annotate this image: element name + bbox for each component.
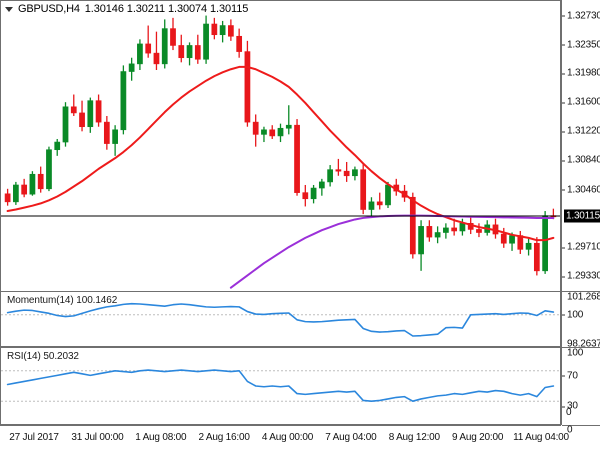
price-tick: 1.29330 xyxy=(562,271,600,282)
rsi-label: RSI(14) 50.2032 xyxy=(7,351,79,362)
time-tick: 9 Aug 20:00 xyxy=(452,432,504,443)
candlestick-svg xyxy=(1,15,560,289)
tick-dash xyxy=(562,189,565,191)
axis-separator xyxy=(562,347,600,348)
rsi-tick: 70 xyxy=(562,370,578,381)
time-tick: 4 Aug 00:00 xyxy=(261,432,314,443)
momentum-plot xyxy=(1,292,560,346)
time-tick: 1 Aug 08:00 xyxy=(135,432,187,443)
rsi-zero-tick: 0 xyxy=(566,407,572,418)
momentum-label: Momentum(14) 100.1462 xyxy=(7,295,118,306)
axis-separator xyxy=(562,425,600,426)
time-tick: 27 Jul 2017 xyxy=(9,432,59,443)
tick-dash xyxy=(562,247,565,249)
tick-dash xyxy=(562,276,565,278)
price-tick: 1.31600 xyxy=(562,97,600,108)
time-tick: 2 Aug 16:00 xyxy=(198,432,250,443)
tick-dash xyxy=(562,15,565,17)
price-axis[interactable]: 1.32730 1.32350 1.31980 1.31600 1.31220 1.308… xyxy=(561,0,600,436)
tick-dash xyxy=(562,131,565,133)
axis-separator xyxy=(562,291,600,292)
rsi-panel[interactable]: RSI(14) 50.2032 xyxy=(0,347,561,425)
tick-dash xyxy=(562,375,565,377)
momentum-svg xyxy=(1,302,560,337)
axis-rule xyxy=(0,425,561,426)
momentum-tick: 98.2637 xyxy=(567,338,600,350)
rsi-tick: 100 xyxy=(567,347,584,359)
momentum-tick: 100 xyxy=(562,309,583,320)
tick-dash xyxy=(562,73,565,75)
time-axis: 27 Jul 2017 31 Jul 00:00 1 Aug 08:00 2 Aug … xyxy=(0,407,600,450)
time-tick: 8 Aug 12:00 xyxy=(388,432,440,443)
time-tick: 11 Aug 04:00 xyxy=(513,432,569,443)
current-price-badge: 1.30115 xyxy=(564,209,600,223)
price-tick: 1.32730 xyxy=(562,10,600,21)
tick-dash xyxy=(562,102,565,104)
tick-dash xyxy=(562,406,565,408)
price-tick: 1.30460 xyxy=(562,184,600,195)
rsi-svg xyxy=(1,369,560,403)
rsi-tick: 30 xyxy=(562,401,578,412)
momentum-panel[interactable]: Momentum(14) 100.1462 xyxy=(0,291,561,347)
rsi-tick: 0 xyxy=(567,424,573,436)
price-plot xyxy=(1,1,560,291)
price-tick: 1.29710 xyxy=(562,242,600,253)
tick-dash xyxy=(562,314,565,316)
price-chart-panel[interactable] xyxy=(0,0,561,291)
time-tick: 31 Jul 00:00 xyxy=(71,432,124,443)
time-tick: 7 Aug 04:00 xyxy=(325,432,377,443)
tick-dash xyxy=(562,44,565,46)
price-tick: 1.32350 xyxy=(562,39,600,50)
chart-header: GBPUSD,H4 1.30146 1.30211 1.30074 1.3011… xyxy=(5,2,248,16)
price-tick: 1.30840 xyxy=(562,155,600,166)
price-tick: 1.31220 xyxy=(562,126,600,137)
tick-dash xyxy=(562,160,565,162)
symbol-label: GBPUSD,H4 xyxy=(18,3,80,15)
chevron-down-icon[interactable] xyxy=(5,7,13,12)
ohlc-values: 1.30146 1.30211 1.30074 1.30115 xyxy=(84,3,249,15)
price-tick: 1.31980 xyxy=(562,68,600,79)
rsi-plot xyxy=(1,348,560,424)
